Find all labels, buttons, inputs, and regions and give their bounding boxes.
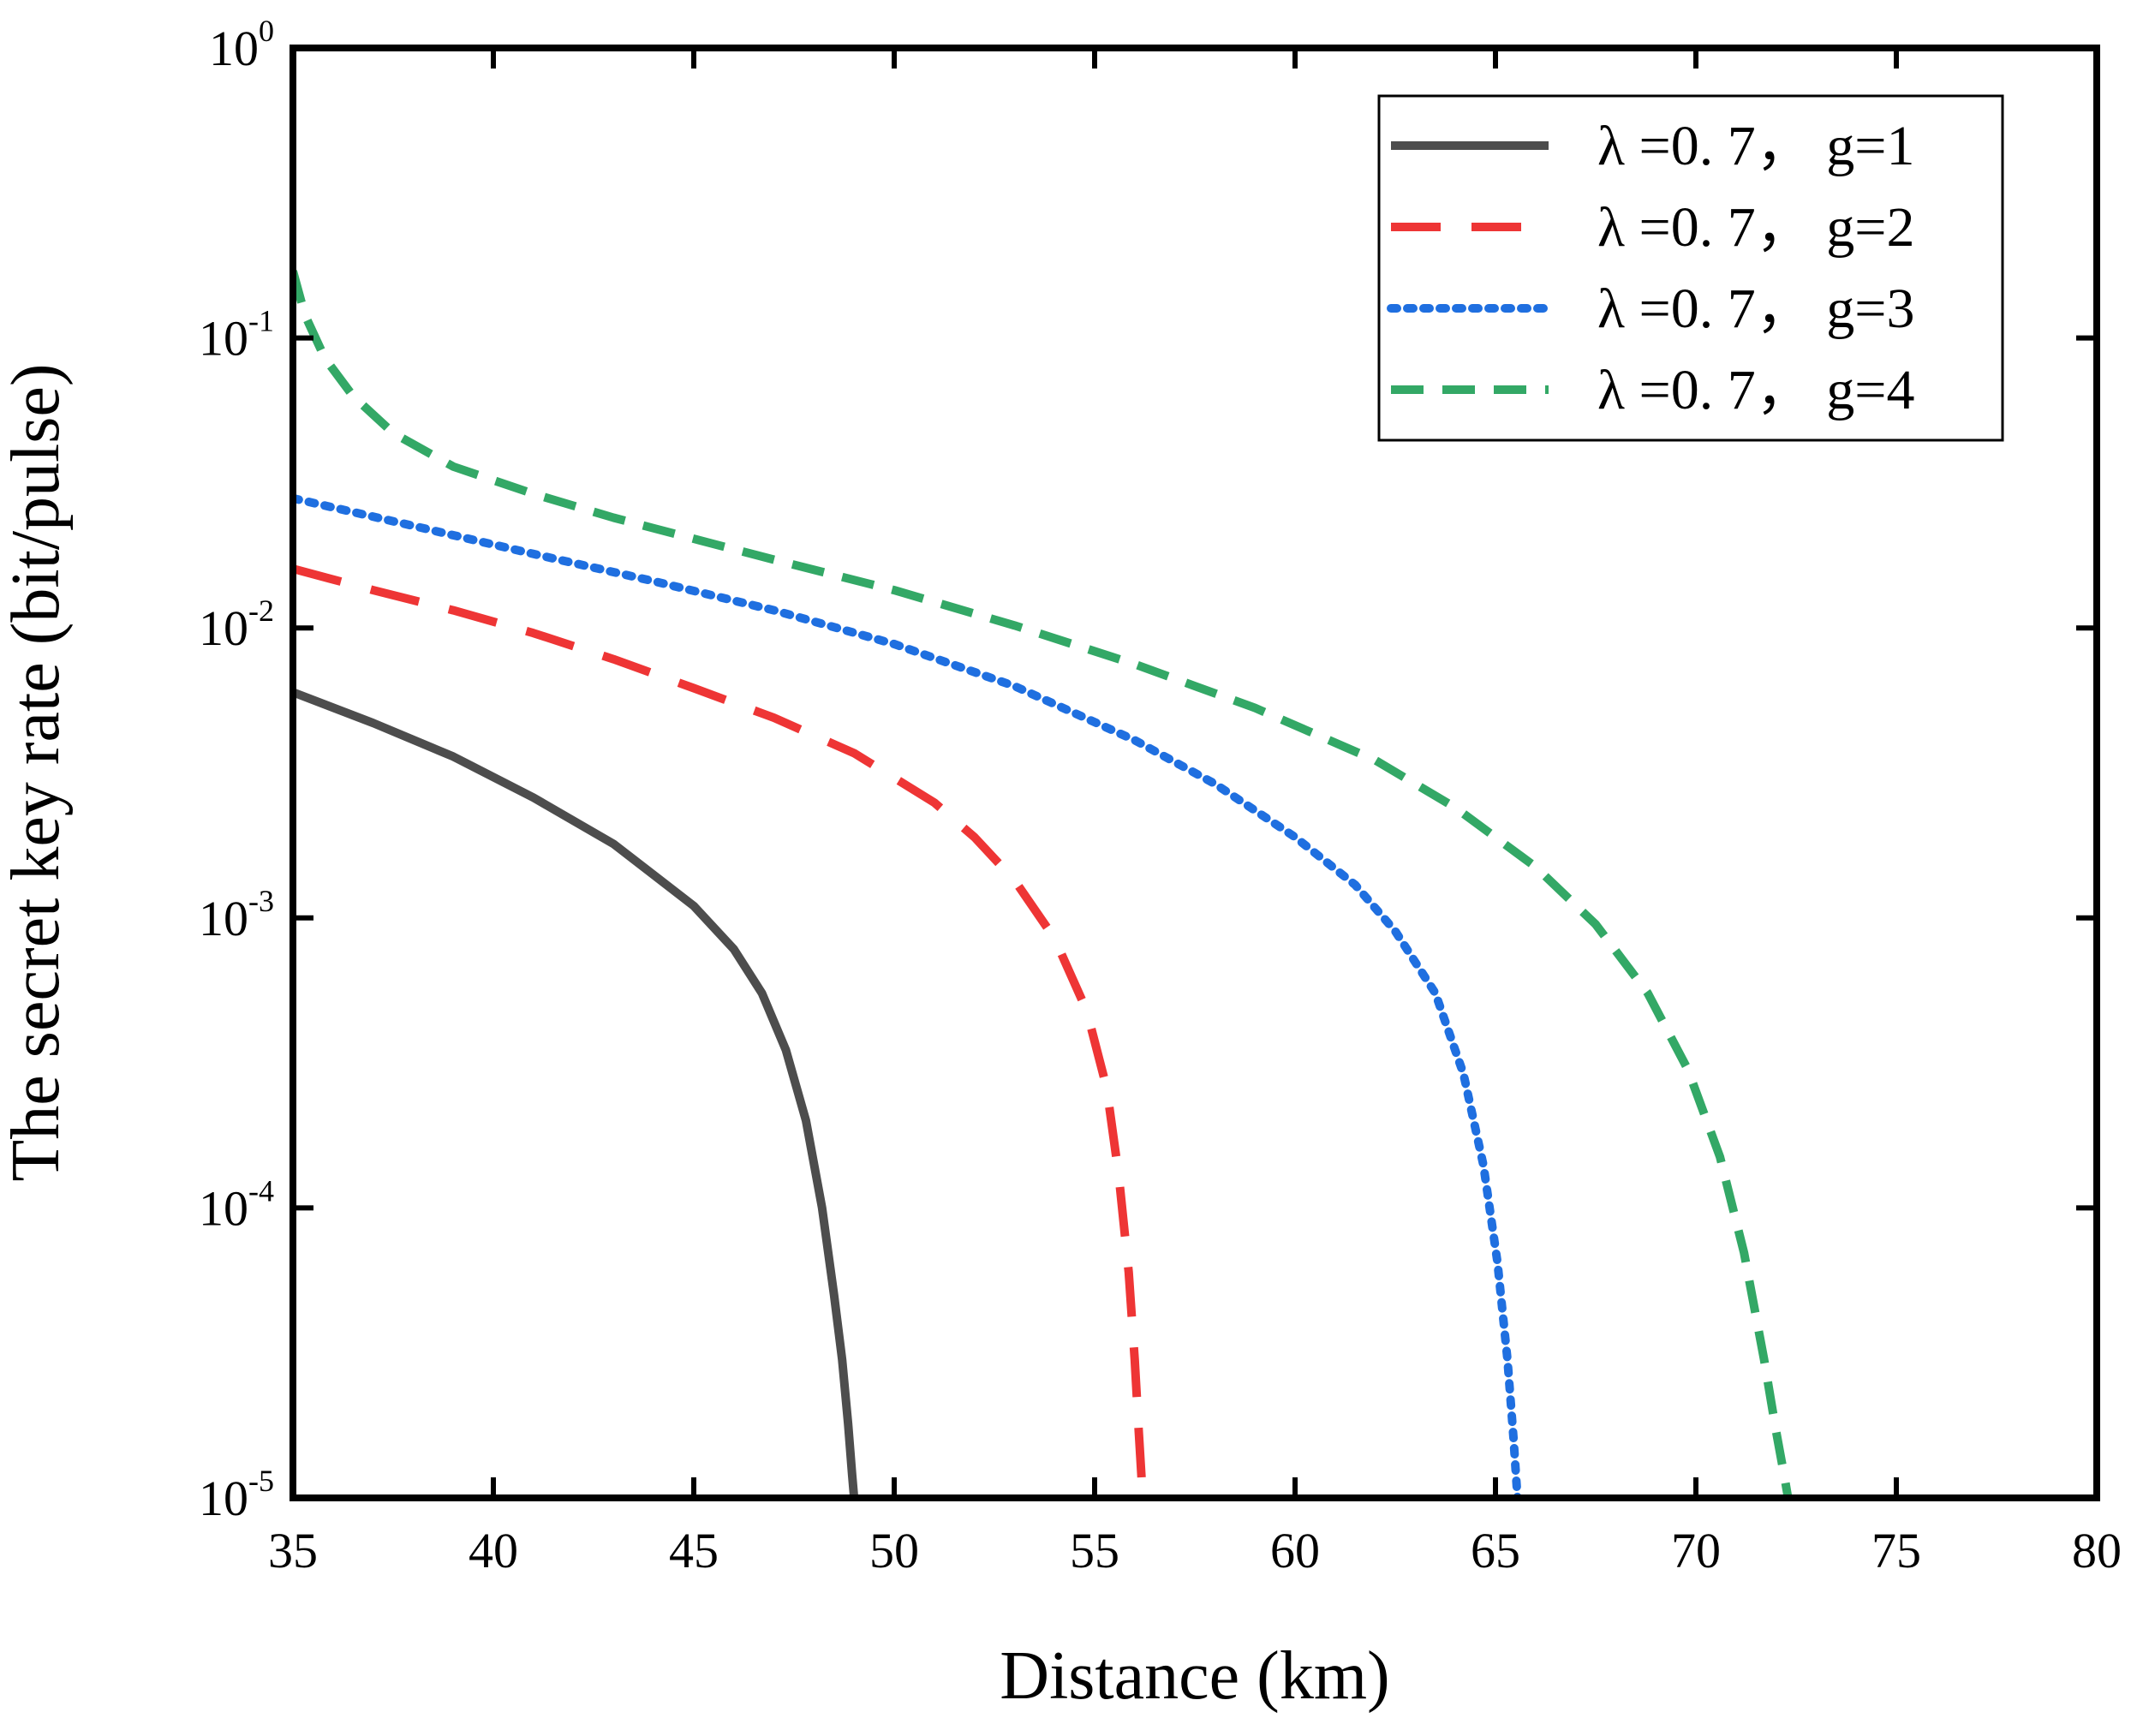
legend-label-2: λ =0. 7， g=2 bbox=[1597, 196, 1914, 259]
x-tick-label: 75 bbox=[1871, 1523, 1921, 1578]
y-tick-label: 100 bbox=[209, 14, 274, 76]
series-line-1 bbox=[293, 688, 859, 1498]
x-tick-label: 50 bbox=[869, 1523, 919, 1578]
legend: λ =0. 7， g=1 λ =0. 7， g=2 λ =0. 7， g=3 λ =0… bbox=[1377, 94, 2004, 442]
y-tick-label: 10-3 bbox=[199, 884, 274, 946]
series-line-2 bbox=[293, 564, 1148, 1498]
legend-label-1: λ =0. 7， g=1 bbox=[1597, 115, 1914, 177]
y-axis: 100 10-1 10-2 10-3 10-4 10-5 bbox=[199, 14, 2097, 1526]
series-line-3 bbox=[293, 493, 1522, 1498]
x-tick-label: 35 bbox=[268, 1523, 318, 1578]
x-axis: 35 40 45 50 55 60 65 70 75 80 bbox=[268, 48, 2122, 1578]
x-tick-label: 55 bbox=[1070, 1523, 1119, 1578]
series-layer bbox=[293, 270, 1793, 1498]
x-tick-label: 45 bbox=[669, 1523, 719, 1578]
y-tick-label: 10-5 bbox=[199, 1464, 274, 1526]
x-tick-label: 70 bbox=[1671, 1523, 1721, 1578]
legend-label-4: λ =0. 7， g=4 bbox=[1597, 359, 1914, 421]
x-tick-label: 60 bbox=[1270, 1523, 1320, 1578]
plot-frame bbox=[290, 45, 2100, 1501]
series-line-4 bbox=[293, 270, 1793, 1498]
x-tick-label: 80 bbox=[2072, 1523, 2122, 1578]
legend-label-3: λ =0. 7， g=3 bbox=[1597, 277, 1914, 340]
legend-box bbox=[1377, 94, 2004, 442]
y-tick-label: 10-1 bbox=[199, 304, 274, 367]
y-tick-label: 10-4 bbox=[199, 1173, 274, 1236]
x-axis-title: Distance (km) bbox=[1000, 1638, 1389, 1714]
x-tick-label: 40 bbox=[469, 1523, 518, 1578]
x-tick-label: 65 bbox=[1471, 1523, 1520, 1578]
y-tick-label: 10-2 bbox=[199, 594, 274, 656]
y-axis-title: The secret key rate (bit/pulse) bbox=[0, 363, 74, 1181]
